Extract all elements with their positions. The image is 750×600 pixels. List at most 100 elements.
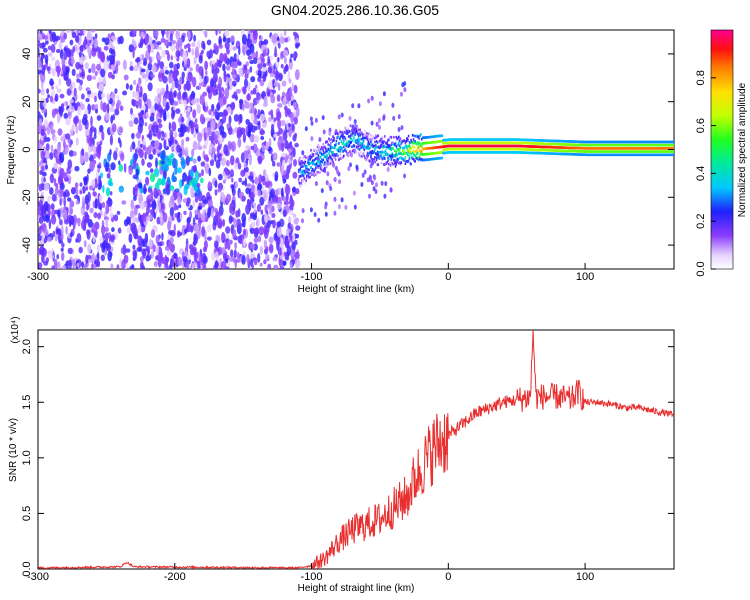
heatmap-cell: [562, 152, 564, 156]
heatmap-cell: [252, 30, 258, 40]
heatmap-cell: [405, 140, 407, 143]
heatmap-cell: [371, 137, 374, 140]
heatmap-cell: [614, 140, 617, 144]
heatmap-cell: [354, 139, 357, 142]
heatmap-cell: [488, 144, 490, 148]
heatmap-cell: [189, 179, 192, 187]
heatmap-cell: [91, 104, 96, 111]
heatmap-cell: [48, 30, 52, 34]
heatmap-cell: [378, 156, 380, 160]
heatmap-cell: [250, 243, 255, 250]
heatmap-cell: [259, 262, 263, 267]
heatmap-cell: [530, 148, 533, 151]
heatmap-cell: [479, 147, 481, 151]
heatmap-cell: [157, 242, 163, 247]
heatmap-cell: [227, 140, 232, 152]
heatmap-cell: [372, 145, 375, 148]
heatmap-cell: [393, 162, 396, 165]
heatmap-cell: [270, 188, 275, 199]
heatmap-cell: [238, 45, 241, 56]
heatmap-cell: [654, 143, 656, 147]
heatmap-cell: [361, 142, 364, 146]
heatmap-cell: [63, 191, 67, 199]
heatmap-cell: [283, 130, 288, 142]
heatmap-cell: [325, 157, 328, 161]
heatmap-cell: [89, 127, 93, 138]
heatmap-cell: [646, 140, 649, 144]
heatmap-cell: [262, 73, 267, 82]
heatmap-cell: [547, 142, 549, 146]
heatmap-cell: [47, 236, 52, 242]
heatmap-cell: [400, 125, 404, 131]
heatmap-cell: [263, 259, 267, 265]
heatmap-cell: [88, 258, 93, 263]
heatmap-cell: [374, 189, 378, 195]
heatmap-cell: [111, 123, 117, 133]
heatmap-cell: [301, 150, 305, 156]
heatmap-cell: [83, 263, 87, 269]
heatmap-cell: [323, 167, 325, 171]
heatmap-cell: [339, 150, 342, 153]
heatmap-cell: [281, 142, 285, 152]
heatmap-cell: [638, 140, 640, 144]
heatmap-cell: [193, 234, 199, 245]
heatmap-cell: [169, 185, 175, 191]
heatmap-cell: [344, 149, 347, 152]
heatmap-cell: [421, 137, 423, 141]
heatmap-cell: [325, 165, 328, 169]
heatmap-cell: [410, 162, 412, 166]
heatmap-cell: [309, 116, 313, 122]
heatmap-cell: [305, 170, 307, 173]
heatmap-cell: [241, 44, 245, 54]
heatmap-cell: [602, 147, 604, 150]
heatmap-cell: [672, 140, 674, 144]
heatmap-cell: [382, 156, 384, 160]
heatmap-cell: [373, 150, 375, 154]
heatmap-cell: [48, 219, 52, 230]
heatmap-cell: [474, 147, 476, 151]
heatmap-cell: [131, 226, 136, 234]
heatmap-cell: [218, 43, 223, 49]
heatmap-cell: [475, 141, 477, 145]
heatmap-cell: [388, 143, 390, 147]
heatmap-cell: [311, 169, 313, 173]
heatmap-cell: [242, 86, 247, 95]
heatmap-cell: [491, 144, 494, 148]
heatmap-cell: [357, 137, 360, 140]
heatmap-cell: [518, 144, 521, 148]
heatmap-cell: [375, 140, 378, 143]
heatmap-cell: [530, 145, 533, 148]
heatmap-cell: [149, 172, 156, 183]
heatmap-cell: [85, 186, 89, 191]
heatmap-cell: [123, 254, 129, 264]
heatmap-cell: [153, 261, 158, 267]
heatmap-cell: [323, 146, 325, 149]
heatmap-cell: [305, 156, 307, 160]
heatmap-cell: [409, 150, 412, 154]
heatmap-cell: [171, 216, 175, 221]
heatmap-cell: [413, 146, 416, 149]
heatmap-cell: [249, 59, 255, 65]
heatmap-cell: [168, 199, 173, 209]
heatmap-cell: [459, 138, 462, 141]
heatmap-cell: [587, 140, 590, 144]
heatmap-cell: [371, 143, 374, 146]
heatmap-cell: [79, 30, 84, 36]
heatmap-cell: [169, 61, 174, 69]
heatmap-cell: [132, 186, 136, 197]
heatmap-cell: [282, 260, 287, 266]
heatmap-cell: [249, 194, 253, 206]
heatmap-cell: [321, 115, 325, 121]
heatmap-cell: [257, 235, 262, 243]
heatmap-cell: [163, 139, 167, 149]
heatmap-cell: [282, 97, 287, 106]
heatmap-cell: [304, 155, 306, 158]
heatmap-cell: [98, 162, 102, 167]
heatmap-cell: [411, 151, 414, 155]
heatmap-cell: [342, 156, 344, 159]
heatmap-cell: [543, 152, 545, 155]
heatmap-cell: [651, 150, 654, 153]
heatmap-cell: [334, 165, 338, 171]
heatmap-cell: [84, 62, 89, 70]
heatmap-cell: [160, 87, 166, 95]
